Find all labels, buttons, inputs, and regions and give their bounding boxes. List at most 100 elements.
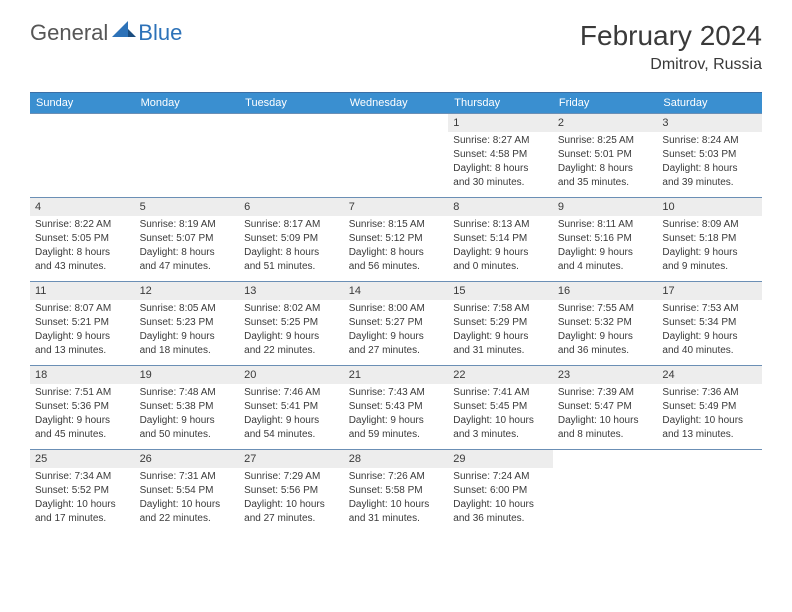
calendar-cell: 1Sunrise: 8:27 AMSunset: 4:58 PMDaylight…: [448, 113, 553, 197]
sunrise-text: Sunrise: 8:11 AM: [558, 218, 653, 231]
daylight-line1: Daylight: 9 hours: [349, 414, 444, 427]
day-number: 21: [344, 366, 449, 384]
daylight-line1: Daylight: 9 hours: [453, 330, 548, 343]
sunset-text: Sunset: 5:49 PM: [662, 400, 757, 413]
day-info: Sunrise: 8:22 AMSunset: 5:05 PMDaylight:…: [30, 216, 135, 278]
day-info: Sunrise: 8:13 AMSunset: 5:14 PMDaylight:…: [448, 216, 553, 278]
daylight-line2: and 9 minutes.: [662, 260, 757, 273]
calendar-cell: [135, 113, 240, 197]
day-info: Sunrise: 7:51 AMSunset: 5:36 PMDaylight:…: [30, 384, 135, 446]
day-info: Sunrise: 8:05 AMSunset: 5:23 PMDaylight:…: [135, 300, 240, 362]
calendar-cell: 26Sunrise: 7:31 AMSunset: 5:54 PMDayligh…: [135, 449, 240, 533]
daylight-line2: and 50 minutes.: [140, 428, 235, 441]
daylight-line2: and 36 minutes.: [453, 512, 548, 525]
sunset-text: Sunset: 5:58 PM: [349, 484, 444, 497]
day-number: 18: [30, 366, 135, 384]
daylight-line1: Daylight: 9 hours: [558, 246, 653, 259]
daylight-line2: and 43 minutes.: [35, 260, 130, 273]
day-number: 10: [657, 198, 762, 216]
calendar-cell: 8Sunrise: 8:13 AMSunset: 5:14 PMDaylight…: [448, 197, 553, 281]
sunset-text: Sunset: 5:12 PM: [349, 232, 444, 245]
day-number: 12: [135, 282, 240, 300]
calendar-grid: SundayMondayTuesdayWednesdayThursdayFrid…: [30, 92, 762, 533]
calendar-cell: 3Sunrise: 8:24 AMSunset: 5:03 PMDaylight…: [657, 113, 762, 197]
sunrise-text: Sunrise: 7:43 AM: [349, 386, 444, 399]
daylight-line1: Daylight: 9 hours: [35, 330, 130, 343]
title-block: February 2024 Dmitrov, Russia: [580, 20, 762, 74]
day-number: 2: [553, 114, 658, 132]
day-number: 27: [239, 450, 344, 468]
day-number: 13: [239, 282, 344, 300]
calendar-cell: 7Sunrise: 8:15 AMSunset: 5:12 PMDaylight…: [344, 197, 449, 281]
day-header: Monday: [135, 93, 240, 113]
daylight-line1: Daylight: 9 hours: [662, 246, 757, 259]
month-title: February 2024: [580, 20, 762, 52]
sunset-text: Sunset: 5:45 PM: [453, 400, 548, 413]
sunset-text: Sunset: 5:36 PM: [35, 400, 130, 413]
logo: General Blue: [30, 20, 182, 46]
daylight-line1: Daylight: 10 hours: [453, 414, 548, 427]
daylight-line2: and 27 minutes.: [349, 344, 444, 357]
calendar-cell: [344, 113, 449, 197]
day-info: Sunrise: 7:39 AMSunset: 5:47 PMDaylight:…: [553, 384, 658, 446]
calendar-cell: 23Sunrise: 7:39 AMSunset: 5:47 PMDayligh…: [553, 365, 658, 449]
day-info: Sunrise: 7:46 AMSunset: 5:41 PMDaylight:…: [239, 384, 344, 446]
calendar-cell: 17Sunrise: 7:53 AMSunset: 5:34 PMDayligh…: [657, 281, 762, 365]
sunrise-text: Sunrise: 8:13 AM: [453, 218, 548, 231]
daylight-line2: and 18 minutes.: [140, 344, 235, 357]
day-info: Sunrise: 7:24 AMSunset: 6:00 PMDaylight:…: [448, 468, 553, 530]
day-info: Sunrise: 8:27 AMSunset: 4:58 PMDaylight:…: [448, 132, 553, 194]
sunrise-text: Sunrise: 7:48 AM: [140, 386, 235, 399]
sunset-text: Sunset: 4:58 PM: [453, 148, 548, 161]
calendar-cell: 4Sunrise: 8:22 AMSunset: 5:05 PMDaylight…: [30, 197, 135, 281]
daylight-line1: Daylight: 9 hours: [244, 330, 339, 343]
day-info: Sunrise: 7:41 AMSunset: 5:45 PMDaylight:…: [448, 384, 553, 446]
daylight-line2: and 54 minutes.: [244, 428, 339, 441]
sunset-text: Sunset: 5:41 PM: [244, 400, 339, 413]
day-number: 11: [30, 282, 135, 300]
day-info: Sunrise: 7:53 AMSunset: 5:34 PMDaylight:…: [657, 300, 762, 362]
sunrise-text: Sunrise: 8:00 AM: [349, 302, 444, 315]
sunrise-text: Sunrise: 8:25 AM: [558, 134, 653, 147]
day-number: 24: [657, 366, 762, 384]
day-header: Wednesday: [344, 93, 449, 113]
day-info: Sunrise: 8:09 AMSunset: 5:18 PMDaylight:…: [657, 216, 762, 278]
daylight-line1: Daylight: 9 hours: [453, 246, 548, 259]
day-number: 9: [553, 198, 658, 216]
sunrise-text: Sunrise: 7:41 AM: [453, 386, 548, 399]
sunset-text: Sunset: 5:01 PM: [558, 148, 653, 161]
day-info: Sunrise: 8:00 AMSunset: 5:27 PMDaylight:…: [344, 300, 449, 362]
sunrise-text: Sunrise: 8:02 AM: [244, 302, 339, 315]
calendar-cell: 5Sunrise: 8:19 AMSunset: 5:07 PMDaylight…: [135, 197, 240, 281]
daylight-line2: and 30 minutes.: [453, 176, 548, 189]
day-number: 25: [30, 450, 135, 468]
daylight-line1: Daylight: 8 hours: [349, 246, 444, 259]
daylight-line2: and 39 minutes.: [662, 176, 757, 189]
sunrise-text: Sunrise: 7:39 AM: [558, 386, 653, 399]
sunrise-text: Sunrise: 8:07 AM: [35, 302, 130, 315]
day-number: 1: [448, 114, 553, 132]
sunset-text: Sunset: 5:23 PM: [140, 316, 235, 329]
day-number: 5: [135, 198, 240, 216]
daylight-line2: and 40 minutes.: [662, 344, 757, 357]
sunset-text: Sunset: 5:07 PM: [140, 232, 235, 245]
calendar-cell: 20Sunrise: 7:46 AMSunset: 5:41 PMDayligh…: [239, 365, 344, 449]
daylight-line2: and 51 minutes.: [244, 260, 339, 273]
sunset-text: Sunset: 5:09 PM: [244, 232, 339, 245]
sunset-text: Sunset: 5:03 PM: [662, 148, 757, 161]
daylight-line2: and 13 minutes.: [662, 428, 757, 441]
logo-text-blue: Blue: [138, 20, 182, 46]
calendar-cell: [30, 113, 135, 197]
daylight-line2: and 47 minutes.: [140, 260, 235, 273]
calendar-cell: 9Sunrise: 8:11 AMSunset: 5:16 PMDaylight…: [553, 197, 658, 281]
day-number: 4: [30, 198, 135, 216]
day-header: Friday: [553, 93, 658, 113]
sunset-text: Sunset: 5:34 PM: [662, 316, 757, 329]
day-number: 17: [657, 282, 762, 300]
daylight-line1: Daylight: 10 hours: [662, 414, 757, 427]
sunset-text: Sunset: 5:47 PM: [558, 400, 653, 413]
day-info: Sunrise: 7:34 AMSunset: 5:52 PMDaylight:…: [30, 468, 135, 530]
day-number: 16: [553, 282, 658, 300]
day-info: Sunrise: 8:19 AMSunset: 5:07 PMDaylight:…: [135, 216, 240, 278]
calendar-cell: 24Sunrise: 7:36 AMSunset: 5:49 PMDayligh…: [657, 365, 762, 449]
